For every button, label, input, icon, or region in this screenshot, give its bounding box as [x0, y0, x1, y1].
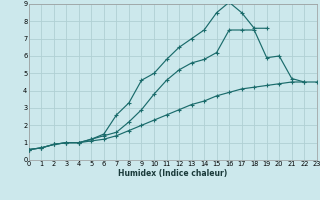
X-axis label: Humidex (Indice chaleur): Humidex (Indice chaleur) [118, 169, 228, 178]
